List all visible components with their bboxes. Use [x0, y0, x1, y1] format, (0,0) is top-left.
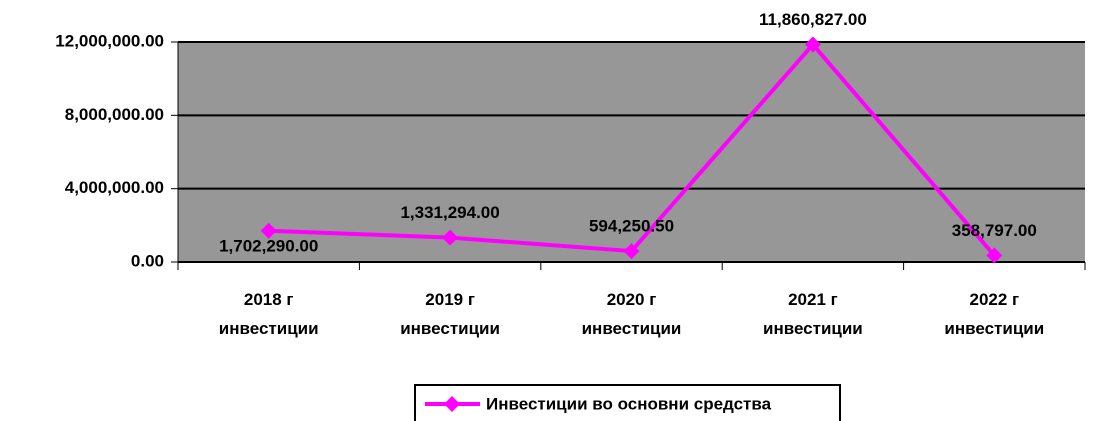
y-tick-label: 0.00 [131, 251, 164, 270]
data-label: 1,702,290.00 [219, 236, 318, 255]
marker [623, 243, 640, 260]
y-tick-label: 4,000,000.00 [65, 178, 164, 197]
data-label: 594,250.50 [589, 217, 674, 236]
x-tick-label: 2022 г инвестиции [944, 290, 1045, 338]
plot-area [178, 42, 1085, 262]
marker [260, 222, 277, 239]
data-label: 358,797.00 [952, 221, 1037, 240]
x-tick-label: 2019 г инвестиции [400, 290, 500, 338]
x-tick-label: 2018 г инвестиции [218, 290, 319, 338]
x-tick-label: 2020 г инвестиции [581, 290, 682, 338]
y-tick-label: 8,000,000.00 [65, 105, 164, 124]
legend-label: Инвестиции во основни средства [486, 394, 772, 413]
marker [804, 36, 821, 53]
legend-marker [444, 396, 460, 412]
data-label: 11,860,827.00 [759, 10, 867, 29]
marker [442, 229, 459, 246]
marker [986, 247, 1003, 264]
data-label: 1,331,294.00 [400, 203, 499, 222]
y-tick-label: 12,000,000.00 [55, 31, 164, 50]
legend-box [414, 384, 841, 421]
x-tick-label: 2021 г инвестиции [763, 290, 863, 338]
